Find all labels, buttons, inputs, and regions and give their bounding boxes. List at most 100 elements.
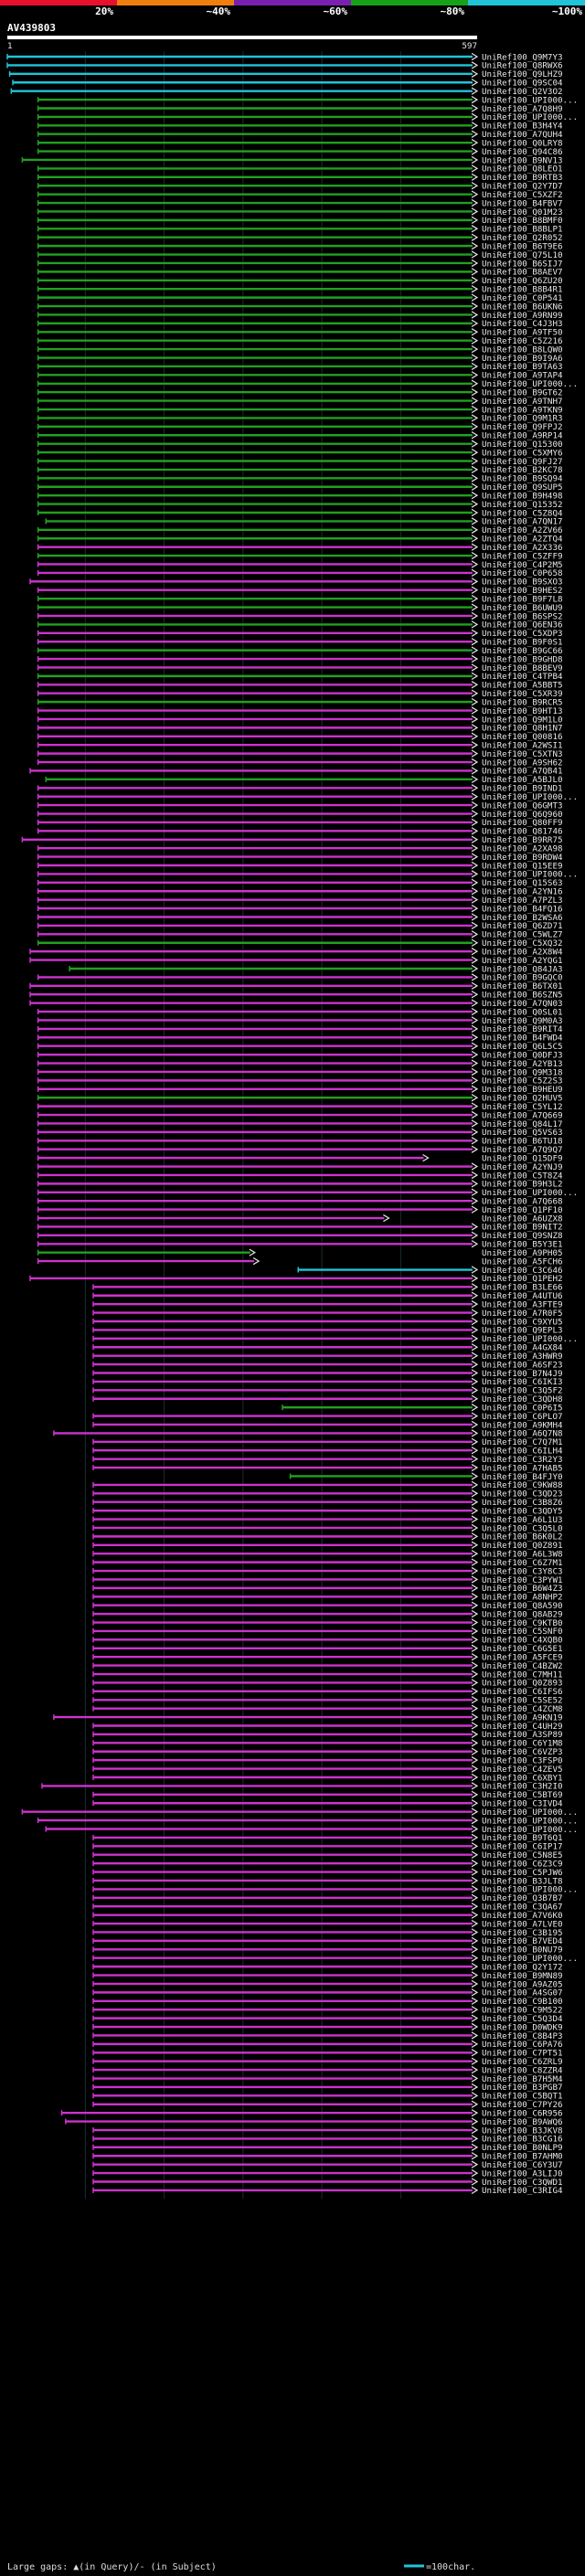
hit-label[interactable]: UniRef100_C9XYU5 <box>482 1317 563 1327</box>
hit-label[interactable]: UniRef100_C7Q7M1 <box>482 1437 563 1447</box>
hit-label[interactable]: UniRef100_C5XMY6 <box>482 448 563 458</box>
hit-label[interactable]: UniRef100_A7QUH4 <box>482 130 563 140</box>
hit-label[interactable]: UniRef100_A4UTU6 <box>482 1291 563 1301</box>
hit-label[interactable]: UniRef100_A9TNH7 <box>482 397 563 407</box>
hit-label[interactable]: UniRef100_Q9M1L0 <box>482 715 563 725</box>
hit-label[interactable]: UniRef100_A9TF50 <box>482 328 563 338</box>
hit-label[interactable]: UniRef100_C6Z7M1 <box>482 1558 563 1568</box>
hit-label[interactable]: UniRef100_B9GT62 <box>482 387 563 398</box>
hit-label[interactable]: UniRef100_C3QD23 <box>482 1489 563 1500</box>
hit-label[interactable]: UniRef100_B9AWQ6 <box>482 2117 563 2127</box>
hit-label[interactable]: UniRef100_B7AHM0 <box>482 2152 563 2162</box>
hit-label[interactable]: UniRef100_B9T6Q1 <box>482 1833 563 1843</box>
hit-label[interactable]: UniRef100_A2YN16 <box>482 887 563 897</box>
hit-label[interactable]: UniRef100_UPI000... <box>482 1188 578 1198</box>
hit-label[interactable]: UniRef100_C3C646 <box>482 1266 563 1276</box>
hit-label[interactable]: UniRef100_B9H498 <box>482 491 563 501</box>
hit-label[interactable]: UniRef100_UPI000... <box>482 1885 578 1895</box>
hit-label[interactable]: UniRef100_C4TPB4 <box>482 672 563 682</box>
hit-label[interactable]: UniRef100_C3Q5F2 <box>482 1386 563 1396</box>
hit-label[interactable]: UniRef100_Q84JA3 <box>482 964 563 974</box>
hit-label[interactable]: UniRef100_Q2V3O2 <box>482 87 563 97</box>
hit-label[interactable]: UniRef100_Q8H1N7 <box>482 724 563 734</box>
hit-label[interactable]: UniRef100_C4P2M5 <box>482 560 563 570</box>
hit-label[interactable]: UniRef100_Q1PEH2 <box>482 1274 563 1284</box>
hit-label[interactable]: UniRef100_C6Y1M8 <box>482 1739 563 1749</box>
hit-label[interactable]: UniRef100_B9RDW4 <box>482 853 563 863</box>
hit-label[interactable]: UniRef100_Q9SNZ8 <box>482 1231 563 1241</box>
hit-label[interactable]: UniRef100_C5BT69 <box>482 1790 563 1800</box>
hit-label[interactable]: UniRef100_B2KC78 <box>482 465 563 475</box>
hit-label[interactable]: UniRef100_B9H3L2 <box>482 1180 563 1190</box>
hit-label[interactable]: UniRef100_A9KN19 <box>482 1712 563 1723</box>
hit-label[interactable]: UniRef100_A7R0F5 <box>482 1309 563 1319</box>
hit-label[interactable]: UniRef100_C5T8Z4 <box>482 1171 563 1181</box>
hit-label[interactable]: UniRef100_A2YB13 <box>482 1059 563 1069</box>
hit-label[interactable]: UniRef100_Q2HUV5 <box>482 1094 563 1104</box>
hit-label[interactable]: UniRef100_A5FCH6 <box>482 1256 563 1267</box>
hit-label[interactable]: UniRef100_A9RP14 <box>482 431 563 441</box>
hit-label[interactable]: UniRef100_B3JLT8 <box>482 1876 563 1886</box>
hit-label[interactable]: UniRef100_A2ZTQ4 <box>482 535 563 545</box>
hit-label[interactable]: UniRef100_C7PY26 <box>482 2100 563 2110</box>
hit-label[interactable]: UniRef100_C5Z2S3 <box>482 1076 563 1087</box>
hit-label[interactable]: UniRef100_C6ZRL9 <box>482 2057 563 2067</box>
hit-label[interactable]: UniRef100_C4J3H3 <box>482 319 563 329</box>
hit-label[interactable]: UniRef100_Q6L5C5 <box>482 1042 563 1052</box>
hit-label[interactable]: UniRef100_A8NHP2 <box>482 1593 563 1603</box>
hit-label[interactable]: UniRef100_A5BBT5 <box>482 681 563 691</box>
hit-label[interactable]: UniRef100_Q6Q960 <box>482 810 563 820</box>
hit-label[interactable]: UniRef100_C6IFS6 <box>482 1687 563 1697</box>
hit-label[interactable]: UniRef100_C5PJW6 <box>482 1868 563 1878</box>
hit-label[interactable]: UniRef100_Q9LHZ9 <box>482 69 563 80</box>
hit-label[interactable]: UniRef100_A7Q669 <box>482 1110 563 1120</box>
hit-label[interactable]: UniRef100_Q9M0A3 <box>482 1016 563 1026</box>
hit-label[interactable]: UniRef100_C6Z3C9 <box>482 1859 563 1869</box>
hit-label[interactable]: UniRef100_C4BZW2 <box>482 1661 563 1671</box>
hit-label[interactable]: UniRef100_Q0DFJ3 <box>482 1050 563 1060</box>
hit-label[interactable]: UniRef100_A2XA98 <box>482 843 563 853</box>
hit-label[interactable]: UniRef100_A9PH05 <box>482 1248 563 1258</box>
hit-label[interactable]: UniRef100_C5N8E5 <box>482 1850 563 1860</box>
hit-label[interactable]: UniRef100_B9HES2 <box>482 586 563 596</box>
hit-label[interactable]: UniRef100_Q6EN36 <box>482 620 563 631</box>
hit-label[interactable]: UniRef100_B9HEU9 <box>482 1085 563 1095</box>
hit-label[interactable]: UniRef100_C9B100 <box>482 1997 563 2007</box>
hit-label[interactable]: UniRef100_B8BEV9 <box>482 663 563 673</box>
hit-label[interactable]: UniRef100_A9RN99 <box>482 311 563 321</box>
hit-label[interactable]: UniRef100_C3QWD1 <box>482 2178 563 2188</box>
hit-label[interactable]: UniRef100_A6Q7N8 <box>482 1429 563 1439</box>
hit-label[interactable]: UniRef100_Q0LRY8 <box>482 138 563 148</box>
hit-label[interactable]: UniRef100_B9RCR5 <box>482 697 563 707</box>
hit-label[interactable]: UniRef100_A7PZL3 <box>482 896 563 906</box>
hit-label[interactable]: UniRef100_C5YL12 <box>482 1102 563 1112</box>
hit-label[interactable]: UniRef100_A7QN03 <box>482 999 563 1009</box>
hit-label[interactable]: UniRef100_C4ZCM8 <box>482 1704 563 1714</box>
hit-label[interactable]: UniRef100_A2X8W4 <box>482 947 563 957</box>
hit-label[interactable]: UniRef100_C3FSP0 <box>482 1755 563 1765</box>
hit-label[interactable]: UniRef100_UPI000... <box>482 792 578 802</box>
hit-label[interactable]: UniRef100_C3IVD4 <box>482 1799 563 1809</box>
hit-label[interactable]: UniRef100_B6TU18 <box>482 1137 563 1147</box>
hit-label[interactable]: UniRef100_A2YQG1 <box>482 956 563 966</box>
hit-label[interactable]: UniRef100_UPI000... <box>482 1807 578 1818</box>
hit-label[interactable]: UniRef100_A5BJL0 <box>482 775 563 785</box>
hit-label[interactable]: UniRef100_UPI000... <box>482 95 578 105</box>
hit-label[interactable]: UniRef100_A3LIJ0 <box>482 2168 563 2178</box>
hit-label[interactable]: UniRef100_B6T9E6 <box>482 241 563 251</box>
hit-label[interactable]: UniRef100_A7Q9Q7 <box>482 1145 563 1155</box>
hit-label[interactable]: UniRef100_A7Q8H9 <box>482 104 563 114</box>
hit-label[interactable]: UniRef100_C3RIG4 <box>482 2186 563 2196</box>
hit-label[interactable]: UniRef100_B9RTB3 <box>482 173 563 183</box>
hit-label[interactable]: UniRef100_C6IKI3 <box>482 1377 563 1387</box>
hit-label[interactable]: UniRef100_C5ZFF9 <box>482 551 563 561</box>
hit-label[interactable]: UniRef100_C6Y3U7 <box>482 2160 563 2170</box>
hit-label[interactable]: UniRef100_Q15352 <box>482 500 563 510</box>
hit-label[interactable]: UniRef100_C5Z216 <box>482 336 563 346</box>
hit-label[interactable]: UniRef100_B9F7L8 <box>482 594 563 604</box>
hit-label[interactable]: UniRef100_Q6ZU20 <box>482 276 563 286</box>
hit-label[interactable]: UniRef100_A2YNJ9 <box>482 1162 563 1172</box>
hit-label[interactable]: UniRef100_Q9EPL3 <box>482 1326 563 1336</box>
hit-label[interactable]: UniRef100_Q9M318 <box>482 1067 563 1077</box>
hit-label[interactable]: UniRef100_C4ZEV5 <box>482 1765 563 1775</box>
